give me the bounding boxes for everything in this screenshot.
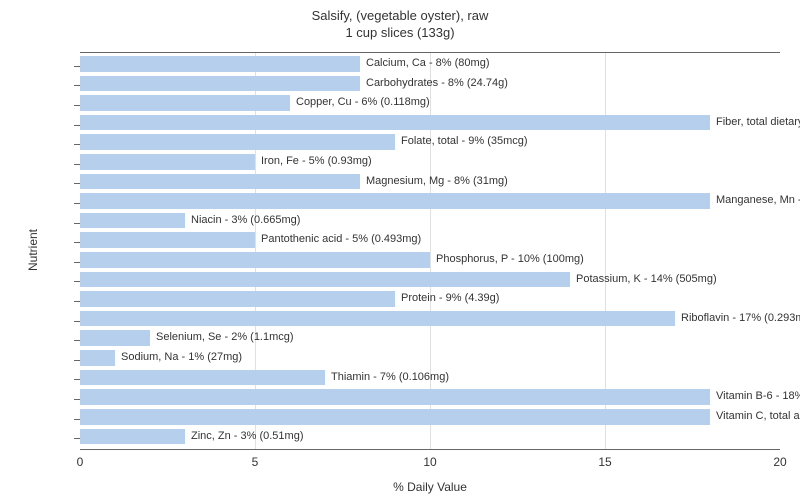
bar xyxy=(80,56,360,72)
bar-label: Fiber, total dietary - 18% (4.4g) xyxy=(710,115,800,131)
bar-label: Sodium, Na - 1% (27mg) xyxy=(115,350,242,366)
bar-label: Folate, total - 9% (35mcg) xyxy=(395,134,528,150)
nutrition-chart: Salsify, (vegetable oyster), raw 1 cup s… xyxy=(0,0,800,500)
x-tick-label: 10 xyxy=(423,455,436,469)
bar xyxy=(80,330,150,346)
plot-area: 05101520Calcium, Ca - 8% (80mg)Carbohydr… xyxy=(80,52,780,450)
bar-label: Protein - 9% (4.39g) xyxy=(395,291,499,307)
bar xyxy=(80,350,115,366)
bar-label: Phosphorus, P - 10% (100mg) xyxy=(430,252,584,268)
bar xyxy=(80,370,325,386)
bar xyxy=(80,429,185,445)
bar xyxy=(80,76,360,92)
bar-label: Carbohydrates - 8% (24.74g) xyxy=(360,76,508,92)
bar xyxy=(80,389,710,405)
bar xyxy=(80,409,710,425)
bar-label: Selenium, Se - 2% (1.1mcg) xyxy=(150,330,294,346)
bar xyxy=(80,252,430,268)
chart-title: Salsify, (vegetable oyster), raw 1 cup s… xyxy=(0,8,800,42)
bar-label: Manganese, Mn - 18% (0.356mg) xyxy=(710,193,800,209)
bar xyxy=(80,291,395,307)
bar-label: Thiamin - 7% (0.106mg) xyxy=(325,370,449,386)
bar-label: Copper, Cu - 6% (0.118mg) xyxy=(290,95,430,111)
x-tick-label: 15 xyxy=(598,455,611,469)
bar xyxy=(80,174,360,190)
bar xyxy=(80,154,255,170)
bar-label: Niacin - 3% (0.665mg) xyxy=(185,213,300,229)
bar-label: Pantothenic acid - 5% (0.493mg) xyxy=(255,232,421,248)
bar xyxy=(80,232,255,248)
bar-label: Iron, Fe - 5% (0.93mg) xyxy=(255,154,372,170)
bar xyxy=(80,115,710,131)
chart-title-line2: 1 cup slices (133g) xyxy=(345,25,454,40)
bar-label: Calcium, Ca - 8% (80mg) xyxy=(360,56,489,72)
x-tick-label: 5 xyxy=(252,455,259,469)
bar-label: Zinc, Zn - 3% (0.51mg) xyxy=(185,429,303,445)
bar-label: Vitamin C, total ascorbic acid - 18% (10… xyxy=(710,409,800,425)
bar xyxy=(80,311,675,327)
bar xyxy=(80,272,570,288)
bar-label: Vitamin B-6 - 18% (0.368mg) xyxy=(710,389,800,405)
bar xyxy=(80,95,290,111)
bar xyxy=(80,193,710,209)
y-axis-label: Nutrient xyxy=(26,229,40,271)
x-tick-label: 0 xyxy=(77,455,84,469)
bar-label: Riboflavin - 17% (0.293mg) xyxy=(675,311,800,327)
x-axis-label: % Daily Value xyxy=(80,480,780,494)
bar xyxy=(80,213,185,229)
bar-label: Magnesium, Mg - 8% (31mg) xyxy=(360,174,508,190)
x-tick-label: 20 xyxy=(773,455,786,469)
bar xyxy=(80,134,395,150)
bar-label: Potassium, K - 14% (505mg) xyxy=(570,272,717,288)
chart-title-line1: Salsify, (vegetable oyster), raw xyxy=(312,8,489,23)
